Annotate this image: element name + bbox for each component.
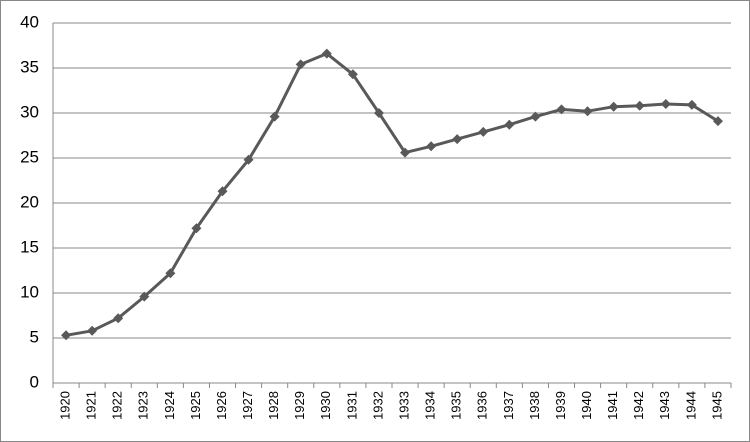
data-marker	[269, 111, 280, 122]
data-marker	[321, 48, 332, 59]
x-tick-label: 1944	[683, 391, 698, 420]
data-marker	[61, 330, 72, 341]
x-tick-label: 1925	[188, 391, 203, 420]
y-tick-label: 10	[20, 282, 39, 301]
data-marker	[608, 101, 619, 112]
data-marker	[660, 99, 671, 109]
x-tick-label: 1940	[579, 391, 594, 420]
data-marker	[87, 325, 98, 336]
data-marker	[400, 147, 411, 158]
x-tick-label: 1929	[292, 391, 307, 420]
data-marker	[165, 268, 176, 279]
data-marker	[634, 100, 645, 111]
x-tick-label: 1939	[553, 391, 568, 420]
data-marker	[582, 106, 593, 117]
x-tick-label: 1942	[631, 391, 646, 420]
x-tick-label: 1928	[266, 391, 281, 420]
x-tick-label: 1941	[605, 391, 620, 420]
data-marker	[504, 119, 515, 130]
x-tick-label: 1927	[240, 391, 255, 420]
data-marker	[478, 126, 489, 137]
x-tick-label: 1936	[475, 391, 490, 420]
data-marker	[243, 154, 254, 165]
y-tick-label: 0	[30, 372, 39, 391]
x-tick-label: 1932	[370, 391, 385, 420]
x-tick-label: 1937	[501, 391, 516, 420]
x-tick-label: 1922	[110, 391, 125, 420]
y-tick-label: 25	[20, 147, 39, 166]
data-marker	[191, 223, 202, 234]
data-line	[65, 52, 719, 337]
data-marker	[686, 99, 697, 110]
x-tick-label: 1920	[57, 391, 72, 420]
x-tick-label: 1930	[318, 391, 333, 420]
data-marker	[452, 134, 463, 145]
y-tick-label: 20	[20, 192, 39, 211]
x-tick-label: 1938	[527, 391, 542, 420]
data-marker	[295, 59, 306, 70]
x-tick-label: 1926	[214, 391, 229, 420]
data-marker	[373, 108, 384, 118]
y-tick-label: 35	[20, 57, 39, 76]
data-marker	[426, 141, 437, 152]
x-tick-label: 1945	[709, 391, 724, 420]
y-tick-label: 40	[20, 12, 39, 31]
y-tick-label: 5	[30, 327, 39, 346]
data-marker	[217, 186, 228, 197]
x-tick-label: 1934	[423, 391, 438, 420]
x-tick-label: 1921	[84, 391, 99, 420]
x-tick-label: 1933	[396, 391, 411, 420]
data-marker	[530, 111, 541, 122]
data-marker	[139, 291, 150, 302]
data-marker	[113, 313, 124, 324]
data-marker	[556, 104, 567, 115]
x-tick-label: 1923	[136, 391, 151, 420]
x-tick-label: 1935	[449, 391, 464, 420]
data-marker	[712, 116, 723, 127]
x-tick-label: 1931	[344, 391, 359, 420]
x-tick-label: 1924	[162, 391, 177, 420]
y-tick-label: 15	[20, 237, 39, 256]
y-tick-label: 30	[20, 102, 39, 121]
data-marker	[347, 69, 358, 80]
x-tick-label: 1943	[657, 391, 672, 420]
